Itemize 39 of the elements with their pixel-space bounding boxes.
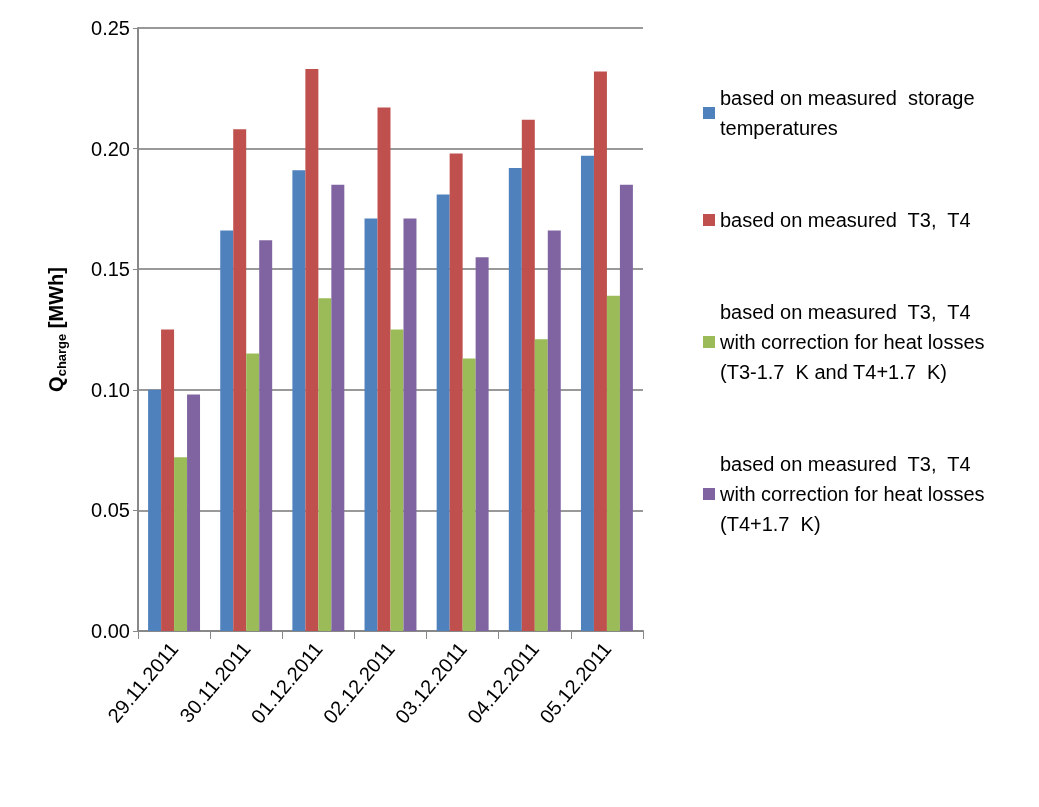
bar: [364, 218, 378, 631]
legend-label: based on measured T3, T4 with correction for heat losses (T4+1.7 K): [719, 453, 985, 535]
bar: [148, 389, 162, 631]
bar: [619, 184, 633, 631]
bar: [331, 184, 345, 631]
bar: [521, 119, 535, 631]
legend-label: based on measured T3, T4 with correction for heat losses (T3-1.7 K and T4+1.7 K): [719, 301, 985, 383]
y-tick-label: 0.20: [91, 137, 130, 160]
bar: [580, 155, 594, 631]
y-tick-label: 0.25: [91, 17, 130, 39]
bar: [187, 394, 201, 631]
bar: [174, 457, 188, 631]
y-tick-label: 0.15: [91, 258, 130, 281]
legend-label: based on measured storage temperatures: [720, 87, 975, 139]
bar: [547, 230, 561, 631]
bar: [403, 218, 417, 631]
bar: [377, 107, 391, 631]
bar: [593, 71, 607, 631]
bar: [462, 358, 476, 631]
bar: [233, 129, 247, 631]
y-axis-title: Qcharge [MWh]: [44, 267, 69, 392]
bar: [220, 230, 234, 631]
bar: [259, 240, 273, 631]
y-tick-label: 0.00: [91, 620, 130, 642]
bar: [318, 298, 332, 631]
bar: [449, 153, 463, 631]
bar: [475, 257, 489, 631]
bar: [606, 295, 620, 631]
legend-label: based on measured T3, T4: [720, 209, 971, 231]
y-tick-label: 0.05: [91, 499, 130, 522]
bar: [292, 170, 306, 631]
bar: [305, 69, 319, 631]
bar: [161, 329, 175, 631]
bar: [508, 167, 522, 631]
y-tick-label: 0.10: [91, 378, 130, 401]
bar: [534, 339, 548, 631]
bar: [436, 194, 450, 631]
bar: [390, 329, 404, 631]
bar: [246, 353, 260, 631]
